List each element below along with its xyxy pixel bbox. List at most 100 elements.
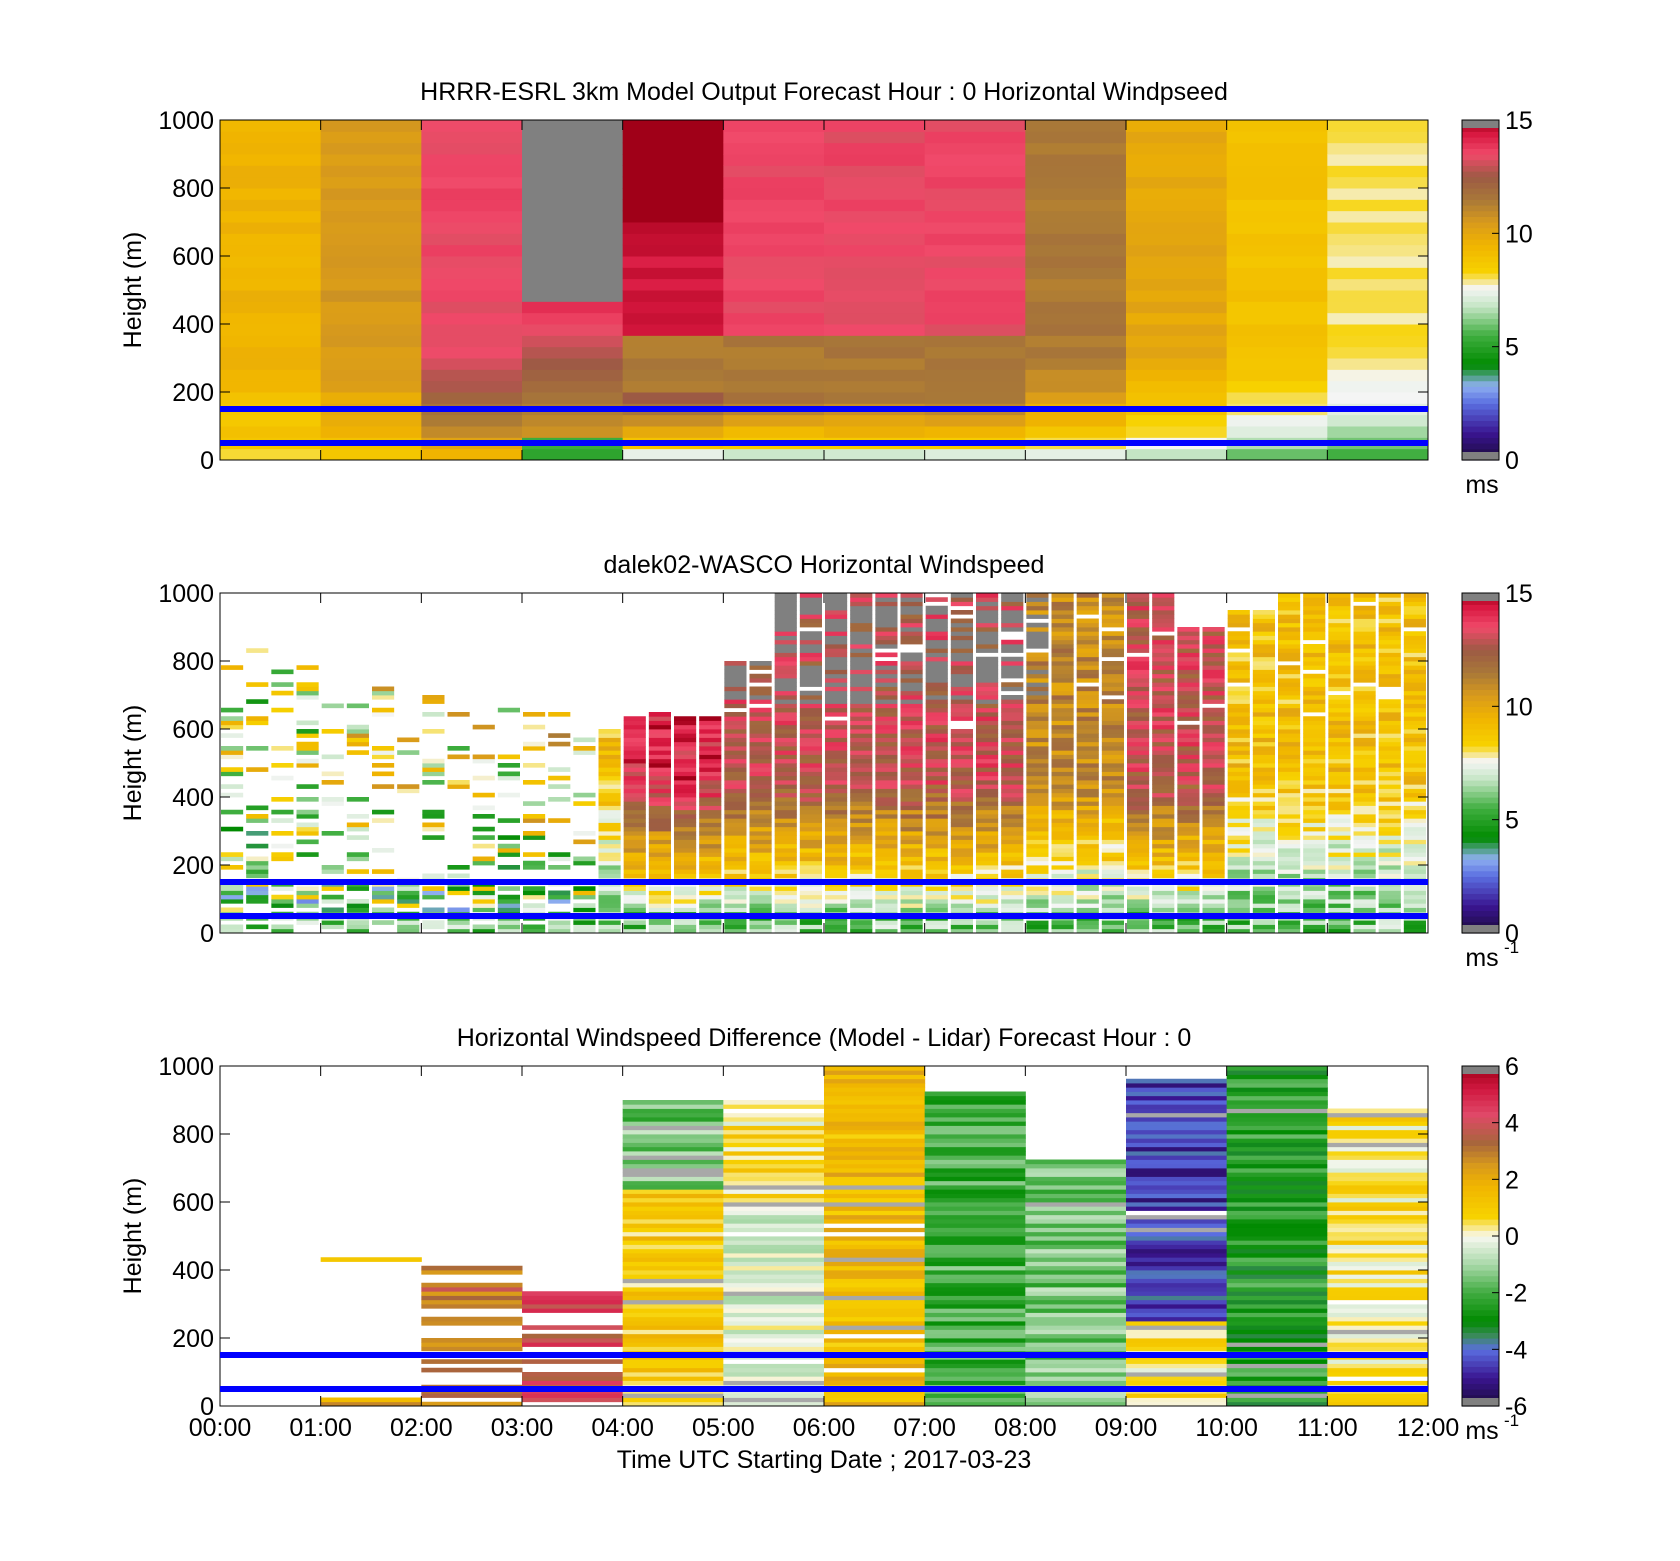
colorbar-segment bbox=[1462, 431, 1499, 438]
heatmap-cell bbox=[1202, 746, 1225, 751]
heatmap-cell bbox=[320, 448, 422, 461]
heatmap-cell bbox=[1025, 1197, 1127, 1203]
heatmap-cell bbox=[271, 924, 294, 930]
heatmap-cell bbox=[824, 1112, 926, 1118]
heatmap-cell bbox=[1226, 1197, 1328, 1203]
heatmap-cell bbox=[749, 788, 772, 794]
heatmap-cell bbox=[1227, 639, 1250, 645]
heatmap-cell bbox=[850, 924, 873, 930]
heatmap-cell bbox=[447, 907, 470, 913]
colorbar-segment bbox=[1462, 859, 1499, 866]
heatmap-cell bbox=[724, 703, 747, 709]
heatmap-cell bbox=[1227, 890, 1250, 896]
heatmap-cell bbox=[472, 792, 495, 798]
heatmap-cell bbox=[924, 278, 1026, 291]
colorbar-segment bbox=[1462, 717, 1499, 724]
heatmap-cell bbox=[372, 707, 395, 713]
colorbar-segment bbox=[1462, 814, 1499, 821]
heatmap-cell bbox=[1278, 712, 1301, 717]
heatmap-cell bbox=[1177, 822, 1200, 828]
heatmap-cell bbox=[1378, 873, 1401, 879]
heatmap-cell bbox=[1378, 801, 1401, 806]
heatmap-cell bbox=[723, 1291, 825, 1296]
heatmap-cell bbox=[1026, 784, 1049, 789]
heatmap-cell bbox=[699, 835, 722, 840]
heatmap-cell bbox=[1227, 826, 1250, 832]
heatmap-cell bbox=[1152, 724, 1175, 730]
heatmap-cell bbox=[950, 809, 973, 815]
heatmap-cell bbox=[1378, 639, 1401, 645]
heatmap-cell bbox=[850, 797, 873, 802]
heatmap-cell bbox=[1403, 750, 1426, 755]
heatmap-cell bbox=[1177, 724, 1200, 730]
heatmap-cell bbox=[699, 852, 722, 857]
heatmap-cell bbox=[1051, 788, 1074, 794]
heatmap-cell bbox=[900, 712, 923, 717]
heatmap-cell bbox=[674, 920, 697, 925]
heatmap-cell bbox=[1076, 741, 1099, 747]
heatmap-cell bbox=[825, 784, 848, 789]
heatmap-cell bbox=[1126, 267, 1228, 280]
heatmap-cell bbox=[1026, 924, 1049, 930]
heatmap-cell bbox=[622, 278, 724, 291]
heatmap-cell bbox=[1278, 767, 1301, 772]
heatmap-cell bbox=[699, 775, 722, 781]
heatmap-cell bbox=[472, 814, 495, 819]
heatmap-cell bbox=[1252, 737, 1275, 743]
heatmap-cell bbox=[976, 928, 999, 934]
heatmap-cell bbox=[875, 610, 898, 615]
heatmap-cell bbox=[1226, 358, 1328, 370]
heatmap-cell bbox=[774, 826, 797, 832]
heatmap-cell bbox=[321, 754, 344, 760]
heatmap-cell bbox=[976, 631, 999, 636]
y-tick-label: 1000 bbox=[158, 107, 214, 135]
heatmap-cell bbox=[900, 758, 923, 764]
heatmap-cell bbox=[598, 907, 621, 913]
heatmap-cell bbox=[1202, 699, 1225, 704]
heatmap-cell bbox=[1026, 614, 1049, 619]
heatmap-cell bbox=[723, 1108, 825, 1114]
heatmap-cell bbox=[799, 610, 822, 615]
heatmap-cell bbox=[1127, 873, 1150, 879]
colorbar-segment bbox=[1462, 598, 1499, 605]
heatmap-cell bbox=[1252, 767, 1275, 772]
heatmap-cell bbox=[1051, 775, 1074, 781]
heatmap-cell bbox=[723, 1104, 825, 1109]
heatmap-cell bbox=[825, 724, 848, 730]
heatmap-cell bbox=[1303, 631, 1326, 636]
heatmap-cell bbox=[622, 380, 724, 393]
heatmap-cell bbox=[622, 233, 724, 246]
heatmap-cell bbox=[220, 290, 322, 302]
heatmap-cell bbox=[1152, 886, 1175, 891]
heatmap-cell bbox=[774, 741, 797, 747]
heatmap-cell bbox=[522, 233, 624, 246]
heatmap-cell bbox=[346, 741, 369, 747]
heatmap-cell bbox=[674, 869, 697, 874]
heatmap-cell bbox=[622, 1359, 724, 1364]
heatmap-cell bbox=[447, 784, 470, 789]
heatmap-cell bbox=[924, 1236, 1026, 1241]
heatmap-cell bbox=[825, 673, 848, 679]
heatmap-cell bbox=[799, 873, 822, 879]
heatmap-cell bbox=[900, 899, 923, 904]
heatmap-cell bbox=[723, 278, 825, 291]
heatmap-cell bbox=[824, 290, 926, 302]
heatmap-cell bbox=[1226, 1291, 1328, 1296]
heatmap-cell bbox=[723, 1168, 825, 1173]
heatmap-cell bbox=[824, 1176, 926, 1182]
heatmap-cell bbox=[825, 618, 848, 624]
heatmap-cell bbox=[221, 865, 244, 870]
heatmap-cell bbox=[1403, 758, 1426, 764]
heatmap-cell bbox=[296, 686, 319, 692]
heatmap-cell bbox=[1152, 924, 1175, 930]
heatmap-cell bbox=[1327, 1372, 1429, 1377]
colorbar-segment bbox=[1462, 819, 1499, 826]
heatmap-cell bbox=[976, 614, 999, 619]
heatmap-cell bbox=[1025, 199, 1127, 212]
heatmap-cell bbox=[723, 1155, 825, 1160]
heatmap-cell bbox=[1353, 618, 1376, 624]
heatmap-cell bbox=[1278, 886, 1301, 891]
colorbar-segment bbox=[1462, 369, 1499, 376]
heatmap-cell bbox=[1378, 707, 1401, 713]
